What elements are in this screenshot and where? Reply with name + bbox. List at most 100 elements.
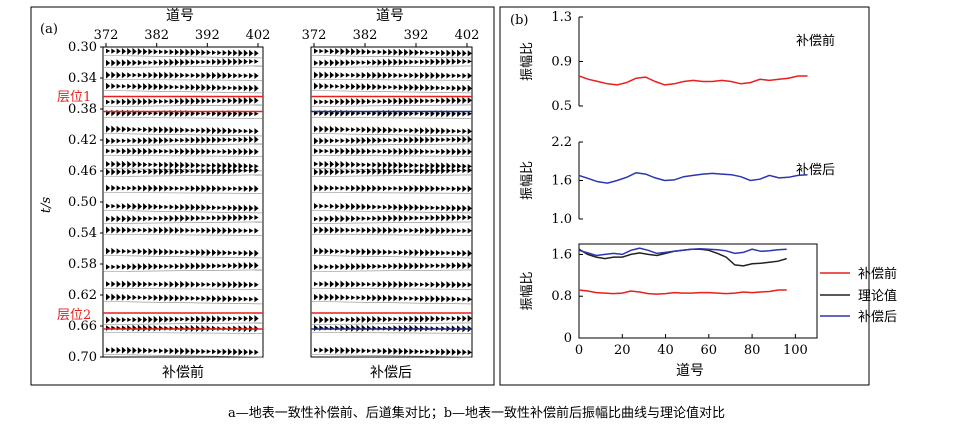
- wavelet: [372, 126, 377, 134]
- wavelet: [127, 83, 132, 90]
- wavelet: [425, 127, 430, 135]
- wavelet: [388, 72, 393, 79]
- wavelet: [340, 185, 345, 191]
- subplot-bottom: 0 0.8 1.6 0 20 40 60 80 100 振幅比: [520, 243, 818, 358]
- wavelet: [335, 84, 340, 89]
- wavelet: [116, 346, 121, 354]
- wavelet: [127, 215, 132, 223]
- wavelet: [121, 126, 127, 133]
- wavelet: [137, 347, 142, 354]
- wavelet: [153, 184, 158, 192]
- wavelet: [398, 316, 403, 322]
- wavelet: [169, 347, 174, 355]
- wavelet: [127, 98, 132, 106]
- reflection-event: [103, 147, 263, 157]
- wavelet: [132, 126, 137, 132]
- wavelet: [329, 83, 335, 89]
- wavelet: [164, 316, 169, 323]
- wavelet: [441, 316, 446, 322]
- wavelet: [243, 185, 248, 192]
- wavelet: [414, 49, 419, 56]
- wavelet: [345, 98, 350, 106]
- wavelet: [451, 296, 456, 302]
- wavelet: [335, 346, 340, 354]
- gather-label-before: 补偿前: [162, 364, 204, 381]
- wavelet: [388, 347, 393, 355]
- wavelet: [377, 348, 382, 354]
- wavelet: [372, 226, 377, 234]
- subplot-annotation: 补偿前: [796, 33, 835, 49]
- wavelet: [201, 262, 206, 270]
- wavelet: [361, 162, 366, 168]
- wavelet: [314, 293, 319, 301]
- wavelet: [106, 125, 111, 133]
- wavelet: [121, 71, 127, 79]
- wavelet: [462, 214, 467, 221]
- wavelet: [190, 203, 195, 211]
- wavelet: [243, 296, 248, 302]
- wavelet: [430, 84, 435, 91]
- gather-label-after: 补偿后: [370, 365, 412, 381]
- wavelet: [254, 296, 259, 303]
- wavelet: [388, 58, 393, 66]
- wavelet: [314, 216, 319, 222]
- reflection-event: [311, 226, 472, 236]
- wavelet: [462, 163, 467, 170]
- wavelet: [254, 135, 259, 144]
- wavelet: [382, 185, 388, 192]
- wavelet: [222, 167, 227, 175]
- wavelet: [404, 59, 409, 66]
- wavelet: [324, 280, 329, 288]
- wavelet: [335, 248, 340, 254]
- wavelet: [159, 204, 164, 210]
- wavelet: [206, 59, 211, 65]
- wavelet: [143, 316, 148, 323]
- wavelet: [143, 203, 148, 211]
- wavelet: [314, 137, 319, 145]
- wavelet: [451, 185, 456, 192]
- wavelet: [143, 137, 148, 145]
- wavelet: [121, 59, 127, 67]
- wavelet: [462, 136, 467, 143]
- x-tick-label: 60: [701, 343, 718, 358]
- wavelet: [356, 262, 361, 271]
- reflection-event: [311, 160, 472, 172]
- wavelet: [196, 262, 201, 270]
- wavelet: [254, 163, 259, 169]
- wavelet: [324, 226, 329, 234]
- wavelet: [164, 347, 169, 354]
- wavelet: [409, 281, 414, 288]
- wavelet: [206, 227, 211, 234]
- reflection-event: [103, 202, 263, 214]
- wavelet: [462, 58, 467, 65]
- wavelet: [174, 137, 180, 143]
- wavelet: [180, 48, 185, 56]
- wavelet: [153, 315, 158, 324]
- wavelet: [351, 215, 356, 222]
- wavelet: [435, 263, 441, 269]
- wavelet: [446, 214, 451, 222]
- reflection-event: [311, 202, 472, 214]
- wavelet: [451, 348, 456, 356]
- wavelet: [425, 281, 430, 288]
- wavelet: [137, 161, 142, 168]
- wavelet: [367, 71, 372, 79]
- wavelet: [206, 98, 211, 104]
- wavelet: [361, 294, 366, 301]
- wavelet: [222, 85, 227, 91]
- wavelet: [441, 162, 446, 170]
- wavelet: [430, 281, 435, 288]
- wavelet: [441, 295, 446, 303]
- wavelet: [404, 249, 409, 256]
- reflection-event: [311, 280, 472, 290]
- wavelet: [217, 84, 222, 91]
- wavelet: [398, 280, 403, 288]
- wavelet: [143, 83, 148, 91]
- trace-baseline: [103, 234, 263, 236]
- wavelet: [233, 97, 238, 105]
- wavelet: [227, 148, 233, 155]
- wavelet: [329, 160, 335, 168]
- wavelet: [361, 60, 366, 65]
- wavelet: [185, 84, 190, 91]
- trace-baseline: [103, 143, 263, 146]
